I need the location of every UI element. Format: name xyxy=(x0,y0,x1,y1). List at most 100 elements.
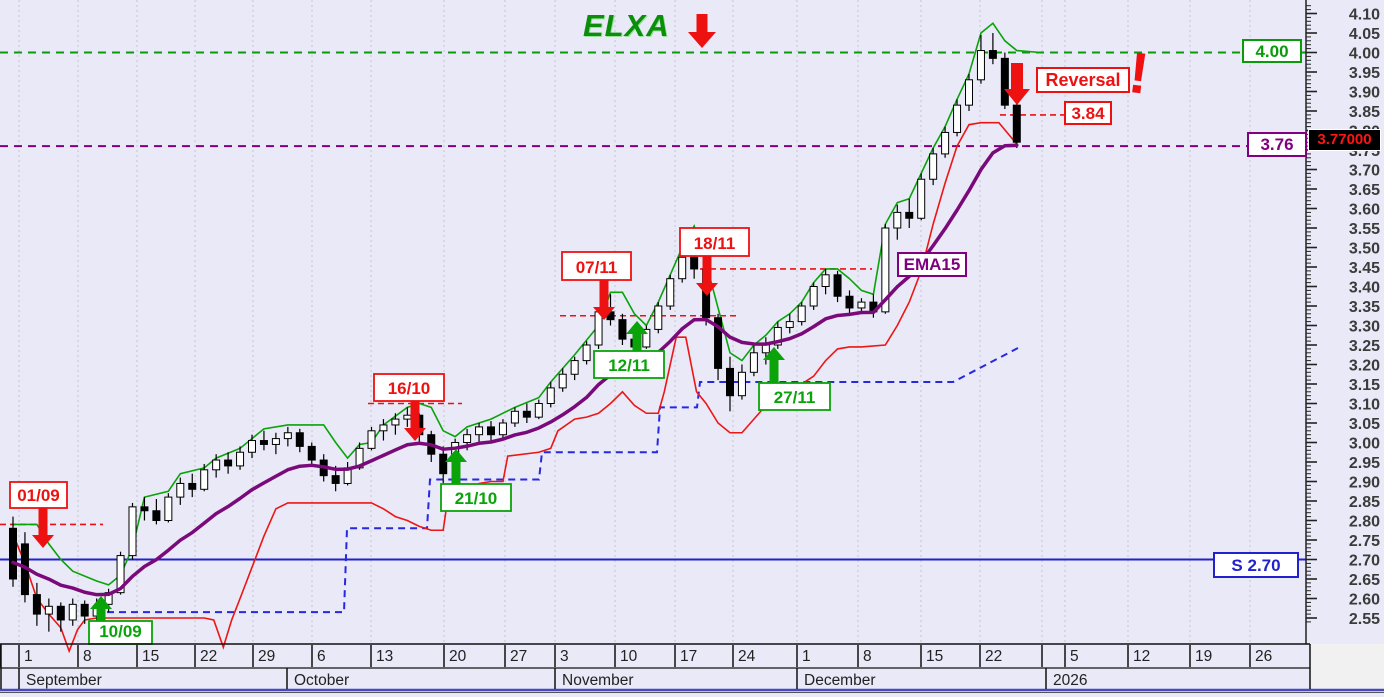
candle-body xyxy=(594,311,603,346)
candle-body xyxy=(666,278,675,307)
axis-corner-spacer xyxy=(1310,644,1384,692)
candle-body xyxy=(271,438,280,445)
candles xyxy=(9,33,1021,632)
week-label: 3 xyxy=(560,648,569,665)
signal-label-box xyxy=(561,251,632,281)
y-axis-label: 3.95 xyxy=(1349,65,1380,82)
candle-body xyxy=(678,256,687,280)
week-label: 22 xyxy=(985,648,1002,665)
candle-body xyxy=(821,274,830,287)
page-title: ELXA xyxy=(583,8,670,43)
candle-body xyxy=(761,344,770,354)
candle-body xyxy=(379,424,388,432)
signal-label-text: 10/09 xyxy=(99,622,142,641)
month-label: November xyxy=(562,672,634,689)
week-label: 10 xyxy=(620,648,638,665)
candle-body xyxy=(164,496,173,522)
candle-body xyxy=(773,326,782,346)
candle-body xyxy=(953,104,962,133)
candle-body xyxy=(56,605,65,621)
signal-label-box xyxy=(440,483,512,512)
gridlines xyxy=(18,0,1251,643)
title-down-arrow-icon xyxy=(688,14,716,48)
candle-body xyxy=(367,430,376,449)
week-label: 1 xyxy=(24,648,33,665)
y-axis-label: 3.10 xyxy=(1349,397,1380,414)
candle-body xyxy=(893,211,902,229)
week-label: 19 xyxy=(1195,648,1212,665)
signal-label-box xyxy=(679,227,750,257)
week-row: 1 8 15 22 29 6 13 20 27 3 10 17 24 1 8 15 22 5 12 19 26 xyxy=(0,645,1272,667)
candle-body xyxy=(929,153,938,180)
signal-label-box xyxy=(593,350,665,379)
y-axis-label: 2.75 xyxy=(1349,533,1380,550)
candle-body xyxy=(905,211,914,219)
candle-body xyxy=(546,387,555,404)
y-axis-label: 2.80 xyxy=(1349,514,1380,531)
month-label: October xyxy=(294,672,349,689)
candle-body xyxy=(498,422,507,436)
candle-body xyxy=(224,459,233,467)
y-axis-label: 2.95 xyxy=(1349,455,1380,472)
candle-body xyxy=(475,426,484,436)
week-label: 5 xyxy=(1070,648,1079,665)
month-label: December xyxy=(804,672,876,689)
candle-body xyxy=(797,305,806,323)
buy-arrow-icon xyxy=(445,449,467,484)
candle-body xyxy=(881,227,890,313)
lower-channel-line xyxy=(12,121,1018,654)
candle-body xyxy=(403,414,412,420)
candle-body xyxy=(1000,57,1009,106)
candle-body xyxy=(726,367,734,397)
y-axis-label: 3.30 xyxy=(1349,319,1380,336)
candle-body xyxy=(654,305,663,330)
candle-body xyxy=(1012,104,1021,143)
y-axis-label: 3.85 xyxy=(1349,104,1380,121)
candle-body xyxy=(116,555,125,594)
y-axis-label: 2.65 xyxy=(1349,572,1380,589)
y-axis-label: 3.65 xyxy=(1349,182,1380,199)
candle-body xyxy=(534,403,543,418)
y-axis-label: 3.55 xyxy=(1349,221,1380,238)
week-label: 8 xyxy=(863,648,872,665)
trailing-stop-line xyxy=(95,346,1021,614)
signal-label-box xyxy=(758,382,831,411)
week-label: 15 xyxy=(926,648,943,665)
candle-body xyxy=(510,410,519,424)
candle-body xyxy=(785,321,794,328)
y-axis-label: 4.10 xyxy=(1349,7,1380,24)
stop-price-label: 3.84 xyxy=(1064,101,1112,125)
sell-arrow-icon xyxy=(593,280,615,320)
candle-body xyxy=(44,605,53,615)
week-label: 29 xyxy=(258,648,275,665)
candle-body xyxy=(558,373,567,389)
candle-body xyxy=(487,426,495,436)
candle-body xyxy=(128,506,137,557)
support-level-label: S 2.70 xyxy=(1213,552,1299,578)
month-label: September xyxy=(26,672,102,689)
signal-label-text: 01/09 xyxy=(17,486,60,505)
candle-body xyxy=(212,459,221,471)
candle-body xyxy=(714,317,723,369)
candle-body xyxy=(68,603,77,621)
y-axis-label: 3.00 xyxy=(1349,436,1380,453)
candle-body xyxy=(965,79,973,106)
candle-body xyxy=(355,447,364,469)
week-label: 12 xyxy=(1133,648,1150,665)
y-axis-label: 3.70 xyxy=(1349,163,1380,180)
buy-arrow-icon xyxy=(763,347,785,383)
y-axis-label: 3.20 xyxy=(1349,358,1380,375)
candle-body xyxy=(917,178,926,219)
candle-body xyxy=(331,475,340,484)
week-label: 27 xyxy=(510,648,527,665)
candle-body xyxy=(9,527,17,580)
y-axis-labels: 4.104.054.003.953.903.853.803.753.703.65… xyxy=(1349,7,1380,629)
candle-body xyxy=(570,360,579,375)
reversal-label: Reversal xyxy=(1036,67,1130,93)
candle-body xyxy=(259,440,268,445)
candle-body xyxy=(295,432,304,447)
candle-body xyxy=(391,418,400,426)
candle-body xyxy=(152,510,161,521)
